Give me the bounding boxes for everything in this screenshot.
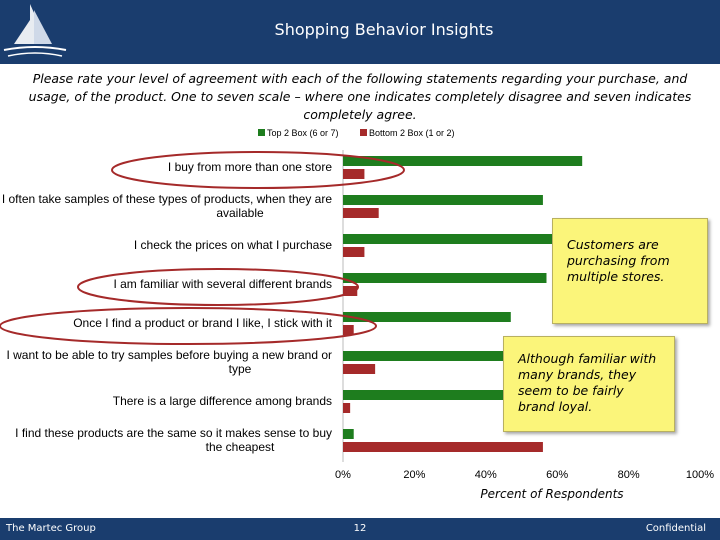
category-label: I check the prices on what I purchase (134, 238, 332, 252)
highlight-oval (77, 268, 359, 306)
bar-top2box (343, 429, 354, 439)
bar-chart: Top 2 Box (6 or 7) Bottom 2 Box (1 or 2) I… (0, 128, 714, 501)
bar-top2box (343, 312, 511, 322)
bar-bottom2box (343, 247, 365, 257)
bar-bottom2box (343, 403, 351, 413)
callout-brand-loyal: Although familiar with many brands, they… (503, 336, 675, 432)
x-tick-label: 40% (475, 469, 497, 481)
bar-top2box (343, 234, 554, 244)
category-label: Once I find a product or brand I like, I… (73, 316, 332, 330)
legend-label: Top 2 Box (6 or 7) (267, 128, 339, 138)
x-tick-label: 20% (403, 469, 425, 481)
callout-multiple-stores: Customers are purchasing from multiple s… (552, 218, 708, 324)
page-title: Shopping Behavior Insights (274, 20, 494, 39)
bar-bottom2box (343, 286, 358, 296)
category-label: I often take samples of these types of p… (2, 192, 333, 220)
company-logo-icon (3, 4, 67, 57)
bar-top2box (343, 156, 583, 166)
legend-label: Bottom 2 Box (1 or 2) (369, 128, 455, 138)
bar-bottom2box (343, 364, 376, 374)
legend-swatch (360, 129, 367, 136)
legend-swatch (258, 129, 265, 136)
x-tick-label: 100% (686, 469, 714, 481)
highlight-oval (0, 307, 377, 345)
bar-bottom2box (343, 208, 379, 218)
bar-top2box (343, 351, 511, 361)
footer-company: The Martec Group (6, 523, 96, 534)
page-number: 12 (353, 523, 367, 534)
x-tick-label: 0% (335, 469, 351, 481)
category-label: I want to be able to try samples before … (6, 348, 332, 376)
footer-confidential: Confidential (645, 523, 706, 534)
footer-bar: The Martec Group 12 Confidential (0, 518, 720, 540)
bar-bottom2box (343, 169, 365, 179)
bar-bottom2box (343, 442, 543, 452)
header-bar: Shopping Behavior Insights (0, 0, 720, 64)
category-label: I buy from more than one store (168, 160, 332, 174)
category-label: I am familiar with several different bra… (113, 277, 332, 291)
category-label: There is a large difference among brands (113, 394, 332, 408)
x-tick-label: 60% (546, 469, 568, 481)
bar-top2box (343, 273, 547, 283)
x-axis-title: Percent of Respondents (480, 487, 623, 501)
category-label: I find these products are the same so it… (15, 426, 332, 454)
survey-question: Please rate your level of agreement with… (28, 71, 692, 122)
bar-top2box (343, 390, 536, 400)
x-tick-label: 80% (618, 469, 640, 481)
highlight-oval (111, 151, 405, 189)
bar-bottom2box (343, 325, 354, 335)
bar-top2box (343, 195, 543, 205)
